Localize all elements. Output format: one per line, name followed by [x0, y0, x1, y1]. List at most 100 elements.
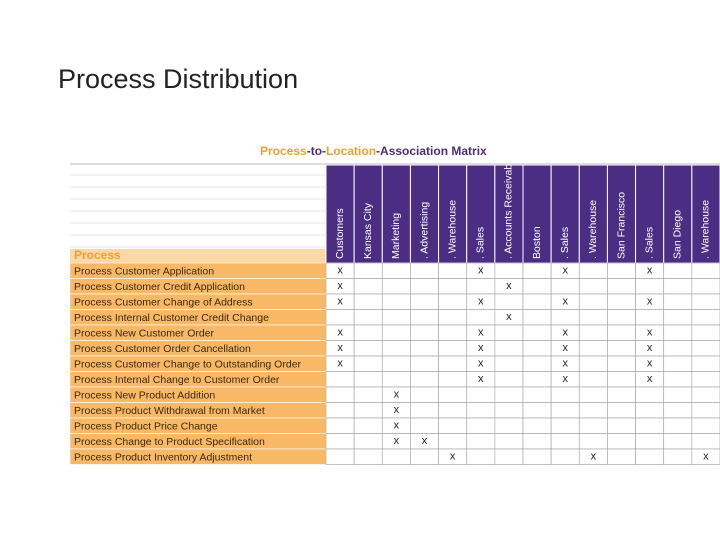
cell — [381, 262, 411, 279]
cell-mark: x — [394, 435, 400, 447]
cell-mark: x — [562, 265, 568, 277]
cell — [353, 262, 383, 279]
cell — [607, 433, 636, 450]
cell-mark: x — [337, 327, 343, 339]
column-header-bg — [550, 164, 580, 264]
cell — [494, 293, 524, 310]
cell — [578, 309, 608, 326]
cell — [494, 417, 524, 434]
cell — [494, 402, 524, 419]
cell-mark: x — [478, 327, 484, 339]
cell — [550, 309, 580, 326]
cell-mark: x — [506, 280, 512, 292]
cell — [663, 278, 693, 295]
cell — [691, 386, 720, 403]
cell-mark: x — [562, 342, 568, 354]
cell — [522, 433, 552, 450]
cell-mark: x — [562, 358, 568, 370]
row-label: Process Customer Order Cancellation — [74, 343, 251, 355]
cell — [353, 309, 383, 326]
column-header: . Warehouse — [587, 200, 599, 259]
cell — [691, 309, 720, 326]
cell — [325, 433, 355, 450]
cell — [607, 324, 636, 341]
cell — [635, 417, 665, 434]
cell — [438, 324, 468, 341]
cell — [381, 340, 411, 357]
cell — [410, 324, 439, 341]
cell — [410, 386, 439, 403]
cell-mark: x — [562, 373, 568, 385]
cell — [438, 293, 468, 310]
row-header-bg — [70, 249, 326, 263]
cell — [410, 448, 439, 465]
cell — [607, 448, 636, 465]
row-label: Process Product Inventory Adjustment — [74, 452, 252, 464]
column-header: San Francisco — [615, 192, 627, 259]
cell — [381, 371, 411, 388]
cell — [522, 402, 552, 419]
cell — [607, 355, 636, 372]
cell — [607, 417, 636, 434]
cell-mark: x — [478, 342, 484, 354]
cell — [663, 386, 693, 403]
cell — [410, 262, 439, 279]
cell — [663, 262, 693, 279]
cell — [691, 340, 720, 357]
cell — [494, 371, 524, 388]
cell — [353, 433, 383, 450]
cell-mark: x — [647, 296, 653, 308]
cell — [663, 417, 693, 434]
column-header-bg — [635, 164, 665, 264]
cell — [410, 309, 439, 326]
cell — [522, 324, 552, 341]
cell — [578, 371, 608, 388]
row-label: Process Customer Change of Address — [74, 297, 253, 309]
column-header: . Sales — [643, 227, 655, 259]
cell — [466, 386, 496, 403]
column-header-bg — [494, 164, 524, 264]
cell — [494, 262, 524, 279]
cell — [494, 386, 524, 403]
cell — [353, 340, 383, 357]
cell — [578, 324, 608, 341]
cell — [438, 309, 468, 326]
cell — [438, 402, 468, 419]
column-header: . Advertising — [418, 202, 430, 259]
row-label: Process Customer Change to Outstanding O… — [74, 359, 302, 371]
cell — [550, 402, 580, 419]
cell-mark: x — [562, 296, 568, 308]
cell — [635, 309, 665, 326]
column-header: San Diego — [672, 210, 684, 259]
cell — [353, 371, 383, 388]
column-header: . Warehouse — [700, 200, 712, 259]
cell — [663, 293, 693, 310]
cell — [325, 402, 355, 419]
cell — [353, 386, 383, 403]
matrix-title-part: -to- — [307, 144, 326, 158]
cell — [522, 340, 552, 357]
cell — [663, 448, 693, 465]
cell — [410, 293, 439, 310]
cell — [607, 371, 636, 388]
cell — [578, 386, 608, 403]
cell — [691, 417, 720, 434]
cell — [410, 340, 439, 357]
cell — [522, 293, 552, 310]
cell — [494, 433, 524, 450]
column-header: Kansas City — [362, 202, 374, 259]
cell — [381, 309, 411, 326]
cell — [381, 293, 411, 310]
column-header: Customers — [334, 208, 346, 259]
cell — [663, 433, 693, 450]
cell — [438, 417, 468, 434]
cell-mark: x — [337, 342, 343, 354]
cell — [635, 386, 665, 403]
cell — [438, 262, 468, 279]
column-header-bg — [663, 164, 693, 264]
cell — [466, 309, 496, 326]
cell — [381, 448, 411, 465]
column-header: Marketing — [390, 213, 402, 259]
cell — [466, 278, 496, 295]
